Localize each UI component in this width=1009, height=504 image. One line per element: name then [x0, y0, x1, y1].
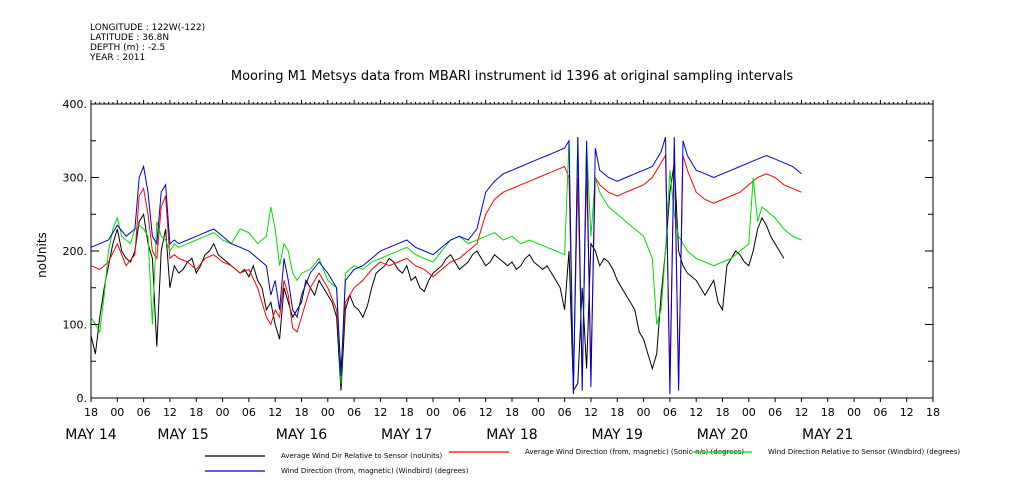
- legend-label-1: Average Wind Dir Relative to Sensor (noU…: [281, 452, 442, 460]
- chart-title: Mooring M1 Metsys data from MBARI instru…: [231, 69, 793, 84]
- x-tick-label: 00: [847, 406, 861, 419]
- legend-label-4: Wind Direction (from, magnetic) (Windbir…: [281, 467, 469, 475]
- meta-block: LONGITUDE : 122W(-122) LATITUDE : 36.8N …: [89, 23, 205, 63]
- meta-longitude: LONGITUDE : 122W(-122): [90, 23, 205, 33]
- x-tick-label: 00: [637, 406, 651, 419]
- x-tick-label: 12: [163, 406, 177, 419]
- series-line-4: [91, 136, 802, 395]
- meta-depth: DEPTH (m) : -2.5: [90, 43, 165, 53]
- x-day-label: MAY 20: [697, 427, 748, 443]
- series-line-1: [91, 162, 785, 393]
- y-tick-label: 200.: [63, 245, 88, 258]
- x-axis: 18 00 06 12 18 00 06 12 18 00 06 12 18 00 06 12 18 00 06 12…: [65, 100, 940, 443]
- legend: Average Wind Dir Relative to Sensor (noU…: [205, 448, 960, 475]
- y-axis-label: noUnits: [35, 232, 49, 278]
- x-day-label: MAY 19: [592, 427, 643, 443]
- series-line-2: [91, 148, 802, 384]
- x-tick-label: 18: [821, 406, 835, 419]
- x-tick-label: 18: [716, 406, 730, 419]
- x-tick-label: 00: [531, 406, 545, 419]
- series-line-3: [91, 137, 802, 391]
- x-tick-label: 06: [452, 406, 466, 419]
- series-layer: [91, 136, 802, 395]
- x-tick-label: 00: [426, 406, 440, 419]
- y-tick-label: 300.: [63, 172, 88, 185]
- y-tick-label: 400.: [63, 98, 88, 111]
- x-tick-label: 12: [479, 406, 493, 419]
- x-tick-label: 12: [689, 406, 703, 419]
- x-day-label: MAY 15: [157, 427, 208, 443]
- x-tick-label: 18: [189, 406, 203, 419]
- x-tick-label: 18: [84, 406, 98, 419]
- x-tick-label: 06: [137, 406, 151, 419]
- x-tick-label: 06: [768, 406, 782, 419]
- x-tick-label: 00: [321, 406, 335, 419]
- x-day-label: MAY 18: [486, 427, 537, 443]
- x-tick-label: 06: [347, 406, 361, 419]
- x-tick-label: 18: [505, 406, 519, 419]
- legend-label-3: Wind Direction Relative to Sensor (Windb…: [768, 448, 960, 456]
- meta-latitude: LATITUDE : 36.8N: [90, 33, 169, 43]
- x-tick-label: 18: [610, 406, 624, 419]
- x-tick-label: 00: [742, 406, 756, 419]
- meta-year: YEAR : 2011: [89, 53, 145, 63]
- legend-label-2: Average Wind Direction (from, magnetic) …: [525, 448, 744, 456]
- x-tick-label: 06: [242, 406, 256, 419]
- x-tick-label: 12: [794, 406, 808, 419]
- x-tick-label: 12: [900, 406, 914, 419]
- x-tick-label: 06: [873, 406, 887, 419]
- x-tick-label: 06: [558, 406, 572, 419]
- x-tick-label: 06: [663, 406, 677, 419]
- y-axis: 0. 100. 200. 300. 400.: [63, 98, 933, 405]
- x-tick-label: 12: [268, 406, 282, 419]
- x-tick-label: 00: [110, 406, 124, 419]
- x-day-label: MAY 21: [802, 427, 853, 443]
- x-tick-label: 18: [295, 406, 309, 419]
- x-day-label: MAY 14: [65, 427, 116, 443]
- x-day-label: MAY 16: [276, 427, 327, 443]
- x-tick-label: 18: [400, 406, 414, 419]
- plot-frame: [90, 103, 934, 399]
- x-day-label: MAY 17: [381, 427, 432, 443]
- x-tick-label: 18: [926, 406, 940, 419]
- x-tick-label: 12: [584, 406, 598, 419]
- x-tick-label: 12: [373, 406, 387, 419]
- x-tick-label: 00: [216, 406, 230, 419]
- y-tick-label: 0.: [77, 392, 88, 405]
- y-tick-label: 100.: [63, 319, 88, 332]
